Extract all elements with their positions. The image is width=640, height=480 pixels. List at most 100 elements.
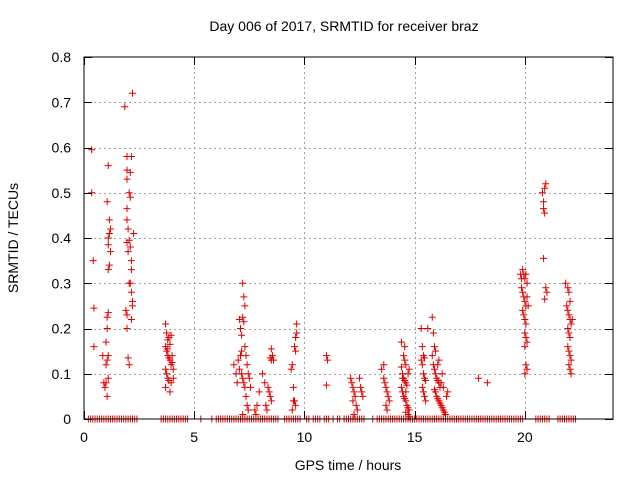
- data-point: [382, 383, 390, 391]
- data-point: [104, 266, 112, 274]
- data-point: [126, 243, 134, 251]
- data-point: [381, 379, 389, 387]
- data-point: [541, 184, 549, 192]
- x-tick-label: 5: [190, 429, 198, 445]
- data-point: [519, 306, 527, 314]
- data-point: [243, 361, 251, 369]
- data-point: [418, 383, 426, 391]
- data-point: [123, 311, 131, 319]
- data-point: [418, 343, 426, 351]
- data-point: [324, 356, 332, 364]
- data-point: [102, 338, 110, 346]
- data-point: [103, 356, 111, 364]
- data-point: [123, 175, 131, 183]
- data-point: [292, 334, 300, 342]
- data-point: [259, 370, 267, 378]
- data-point: [432, 388, 440, 396]
- data-point: [105, 261, 113, 269]
- data-point: [524, 302, 532, 310]
- data-point: [564, 343, 572, 351]
- data-point: [403, 381, 411, 389]
- data-point: [127, 266, 135, 274]
- data-point: [270, 356, 278, 364]
- data-point: [244, 406, 252, 414]
- data-point: [104, 241, 112, 249]
- data-point: [424, 325, 432, 332]
- data-point: [429, 329, 437, 337]
- chart-title: Day 006 of 2017, SRMTID for receiver bra…: [209, 18, 478, 34]
- data-point: [292, 401, 300, 409]
- data-point: [288, 361, 296, 369]
- data-point: [127, 257, 135, 265]
- data-point: [401, 343, 409, 351]
- data-point: [352, 401, 360, 409]
- data-point: [520, 311, 528, 319]
- data-point: [239, 374, 247, 382]
- data-point: [475, 374, 483, 382]
- data-point: [538, 189, 546, 197]
- data-point: [385, 397, 393, 405]
- data-point: [519, 266, 527, 274]
- data-point: [121, 103, 129, 111]
- data-point: [245, 374, 253, 382]
- data-point: [397, 338, 405, 346]
- data-point: [267, 345, 275, 353]
- data-point: [290, 343, 298, 351]
- data-point: [126, 193, 134, 201]
- data-point: [102, 379, 110, 387]
- data-point: [90, 343, 98, 351]
- data-point: [236, 352, 244, 360]
- data-point: [246, 383, 254, 391]
- data-point: [123, 205, 131, 213]
- data-point: [405, 365, 413, 373]
- data-point: [567, 320, 575, 328]
- y-tick-label: 0.7: [52, 94, 72, 110]
- data-point: [419, 388, 427, 396]
- data-point: [168, 358, 176, 366]
- data-point: [565, 311, 573, 319]
- data-point: [240, 293, 248, 301]
- data-point: [522, 270, 530, 278]
- data-point: [428, 313, 436, 321]
- data-point: [521, 275, 529, 283]
- data-point: [125, 279, 133, 287]
- data-point: [266, 392, 274, 400]
- data-point: [444, 388, 452, 396]
- x-tick-label: 10: [297, 429, 313, 445]
- gridlines: [84, 57, 613, 419]
- data-point: [567, 356, 575, 364]
- data-point: [103, 198, 111, 206]
- data-point: [443, 392, 451, 400]
- data-point: [105, 229, 113, 237]
- data-point: [378, 365, 386, 373]
- data-points: [84, 89, 580, 423]
- data-point: [349, 383, 357, 391]
- data-point: [359, 392, 367, 400]
- plot-frame: [83, 56, 614, 420]
- data-point: [242, 392, 250, 400]
- data-point: [566, 365, 574, 373]
- data-point: [104, 374, 112, 382]
- data-point: [430, 365, 438, 373]
- y-axis-label: SRMTID / TECUs: [5, 183, 21, 293]
- data-point: [124, 248, 132, 256]
- data-point: [262, 401, 270, 409]
- data-point: [417, 325, 425, 332]
- data-point: [123, 216, 131, 224]
- data-point: [239, 313, 247, 321]
- data-point: [350, 410, 358, 418]
- data-point: [103, 325, 111, 332]
- data-point: [238, 370, 246, 378]
- data-point: [127, 315, 135, 323]
- data-point: [90, 304, 98, 312]
- data-point: [88, 189, 96, 197]
- x-tick-label: 15: [407, 429, 423, 445]
- data-point: [243, 401, 251, 409]
- data-point: [126, 168, 134, 176]
- data-point: [383, 406, 391, 414]
- data-point: [564, 306, 572, 314]
- data-point: [88, 146, 96, 154]
- data-point: [542, 180, 550, 188]
- data-point: [292, 347, 300, 355]
- data-point: [397, 363, 405, 371]
